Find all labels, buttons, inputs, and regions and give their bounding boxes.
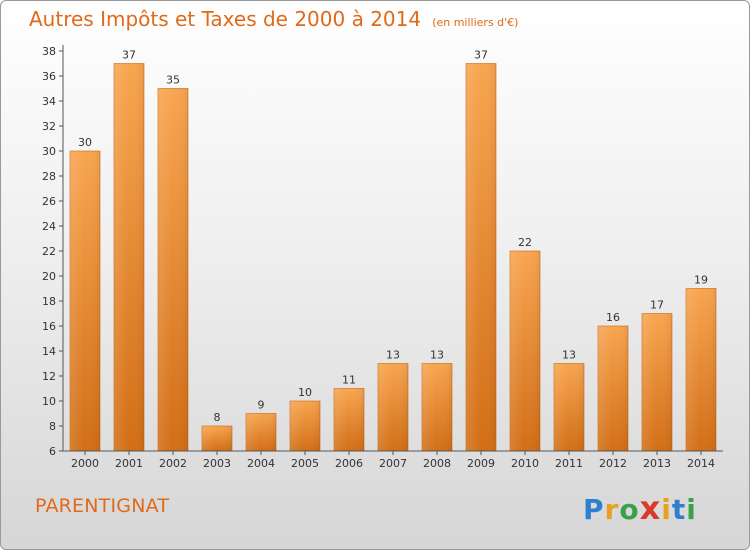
bars: 30 37 35 8 9 10 11 13 13 37 22 13 16 17 19 — [69, 49, 717, 452]
y-tick-label: 8 — [49, 420, 56, 433]
bar-shade-2005 — [290, 401, 320, 451]
data-label-2013: 17 — [650, 299, 664, 312]
x-tick-label: 2014 — [687, 457, 715, 470]
x-tick-label: 2005 — [291, 457, 319, 470]
proxiti-logo: Proxiti — [583, 489, 697, 527]
data-label-2002: 35 — [166, 74, 180, 87]
logo-letter: r — [604, 493, 620, 526]
bar-shade-2004 — [246, 413, 276, 451]
y-tick-label: 32 — [42, 120, 56, 133]
y-tick-label: 30 — [42, 145, 56, 158]
x-tick-label: 2011 — [555, 457, 583, 470]
y-tick-label: 14 — [42, 345, 56, 358]
bar-shade-2013 — [642, 313, 672, 451]
data-label-2003: 8 — [214, 411, 221, 424]
data-label-2012: 16 — [606, 311, 620, 324]
x-tick-label: 2002 — [159, 457, 187, 470]
data-label-2011: 13 — [562, 349, 576, 362]
bar-shade-2010 — [510, 251, 540, 451]
x-tick-label: 2008 — [423, 457, 451, 470]
bar-shade-2009 — [466, 63, 496, 451]
chart-subtitle: (en milliers d'€) — [432, 16, 519, 29]
x-axis: 2000 2001 2002 2003 2004 2005 2006 2007 2008 2009… — [63, 450, 723, 470]
data-label-2010: 22 — [518, 236, 532, 249]
x-tick-label: 2000 — [71, 457, 99, 470]
data-label-2001: 37 — [122, 49, 136, 62]
y-tick-label: 24 — [42, 220, 56, 233]
title-block: Autres Impôts et Taxes de 2000 à 2014 (e… — [29, 7, 518, 31]
data-label-2007: 13 — [386, 349, 400, 362]
bar-shade-2008 — [422, 363, 452, 451]
y-tick-label: 36 — [42, 70, 56, 83]
logo-letter: P — [583, 493, 605, 526]
bar-shade-2002 — [158, 88, 188, 451]
bar-shade-2014 — [686, 288, 716, 451]
x-tick-label: 2009 — [467, 457, 495, 470]
x-tick-label: 2004 — [247, 457, 275, 470]
y-tick-label: 16 — [42, 320, 56, 333]
logo-letter: x — [639, 489, 662, 527]
y-tick-label: 26 — [42, 195, 56, 208]
y-tick-label: 18 — [42, 295, 56, 308]
bar-shade-2007 — [378, 363, 408, 451]
bar-shade-2012 — [598, 326, 628, 451]
y-tick-label: 38 — [42, 45, 56, 58]
y-tick-label: 22 — [42, 245, 56, 258]
x-tick-label: 2010 — [511, 457, 539, 470]
x-tick-label: 2006 — [335, 457, 363, 470]
data-label-2004: 9 — [258, 399, 265, 412]
data-label-2000: 30 — [78, 136, 92, 149]
x-tick-label: 2001 — [115, 457, 143, 470]
logo-letter: i — [661, 493, 672, 526]
x-tick-label: 2012 — [599, 457, 627, 470]
y-tick-label: 28 — [42, 170, 56, 183]
bar-shade-2006 — [334, 388, 364, 451]
commune-name: PARENTIGNAT — [35, 495, 170, 517]
y-tick-label: 6 — [49, 445, 56, 458]
data-label-2006: 11 — [342, 374, 356, 387]
y-axis: 6 8 10 12 14 16 18 20 22 24 26 28 30 32 34 36 38 — [42, 45, 64, 458]
logo-letter: t — [671, 493, 687, 526]
y-tick-label: 34 — [42, 95, 56, 108]
bar-shade-2003 — [202, 426, 232, 451]
logo-letter: i — [686, 493, 697, 526]
x-tick-label: 2007 — [379, 457, 407, 470]
bar-shade-2011 — [554, 363, 584, 451]
logo-letter: o — [619, 493, 640, 526]
data-label-2014: 19 — [694, 274, 708, 287]
y-tick-label: 12 — [42, 370, 56, 383]
bar-shade-2000 — [70, 151, 100, 451]
x-tick-label: 2003 — [203, 457, 231, 470]
y-tick-label: 20 — [42, 270, 56, 283]
data-label-2008: 13 — [430, 349, 444, 362]
data-label-2009: 37 — [474, 49, 488, 62]
x-tick-label: 2013 — [643, 457, 671, 470]
chart-title: Autres Impôts et Taxes de 2000 à 2014 — [29, 7, 422, 31]
data-label-2005: 10 — [298, 386, 312, 399]
y-tick-label: 10 — [42, 395, 56, 408]
bar-shade-2001 — [114, 63, 144, 451]
